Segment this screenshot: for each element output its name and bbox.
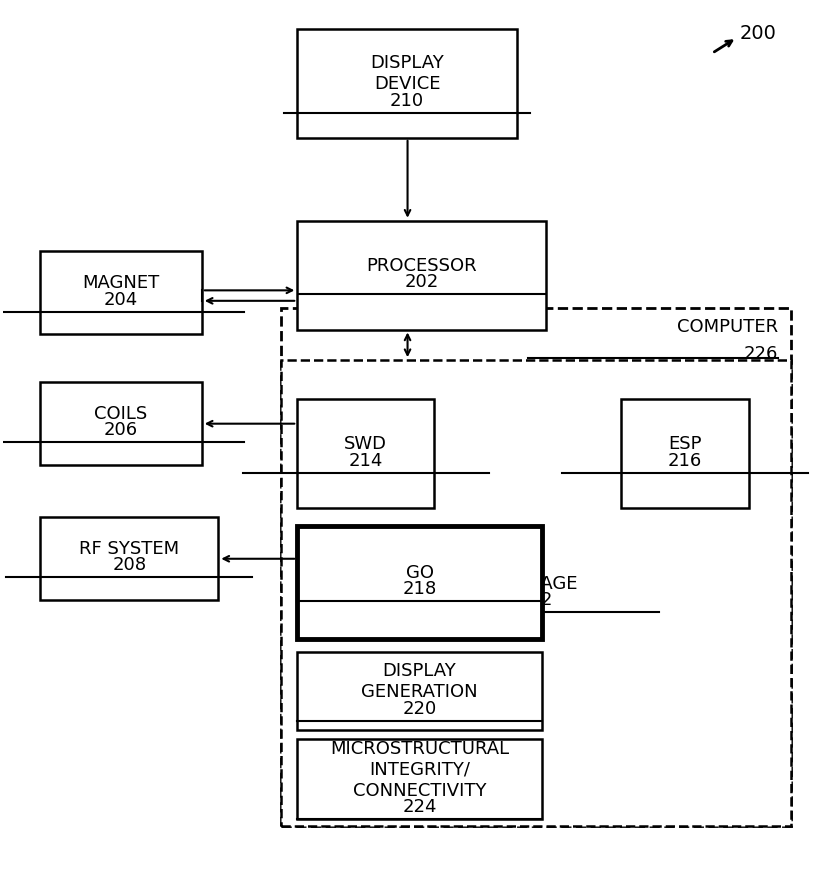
Text: RF SYSTEM: RF SYSTEM <box>79 539 180 558</box>
Bar <box>297 399 434 508</box>
Bar <box>40 517 219 600</box>
Bar <box>297 652 542 731</box>
Text: PROCESSOR: PROCESSOR <box>367 256 477 275</box>
Text: 216: 216 <box>668 452 702 470</box>
Bar <box>297 29 517 138</box>
Bar <box>281 308 791 826</box>
Text: SWD: SWD <box>344 435 387 453</box>
Text: COILS: COILS <box>94 404 148 423</box>
Text: ESP: ESP <box>668 435 701 453</box>
Text: 214: 214 <box>348 452 382 470</box>
Text: COMPUTER: COMPUTER <box>677 318 778 336</box>
Text: INTEGRITY/: INTEGRITY/ <box>369 760 470 779</box>
Bar <box>620 399 749 508</box>
Text: 212: 212 <box>519 591 553 610</box>
Bar <box>40 381 202 465</box>
Text: 226: 226 <box>744 346 778 363</box>
Text: 220: 220 <box>402 700 437 717</box>
Text: GO: GO <box>406 564 433 581</box>
Text: 218: 218 <box>402 581 437 598</box>
Text: GENERATION: GENERATION <box>362 683 478 701</box>
Text: MICROSTRUCTURAL: MICROSTRUCTURAL <box>330 739 509 758</box>
Text: DISPLAY: DISPLAY <box>382 662 457 681</box>
Text: 224: 224 <box>402 798 437 816</box>
Text: 202: 202 <box>404 273 438 291</box>
Text: 208: 208 <box>112 556 146 574</box>
Text: CONNECTIVITY: CONNECTIVITY <box>353 781 486 800</box>
Text: DEVICE: DEVICE <box>374 75 440 93</box>
Bar <box>281 360 791 826</box>
Text: STORAGE: STORAGE <box>493 574 579 593</box>
Text: 204: 204 <box>104 290 138 309</box>
Text: 200: 200 <box>739 24 776 43</box>
Bar <box>297 525 542 639</box>
Text: MAGNET: MAGNET <box>83 274 159 292</box>
Text: DISPLAY: DISPLAY <box>370 54 444 72</box>
Text: 210: 210 <box>390 92 424 110</box>
Bar <box>297 221 546 330</box>
Bar <box>40 251 202 334</box>
Bar <box>297 739 542 819</box>
Text: 206: 206 <box>104 421 138 439</box>
